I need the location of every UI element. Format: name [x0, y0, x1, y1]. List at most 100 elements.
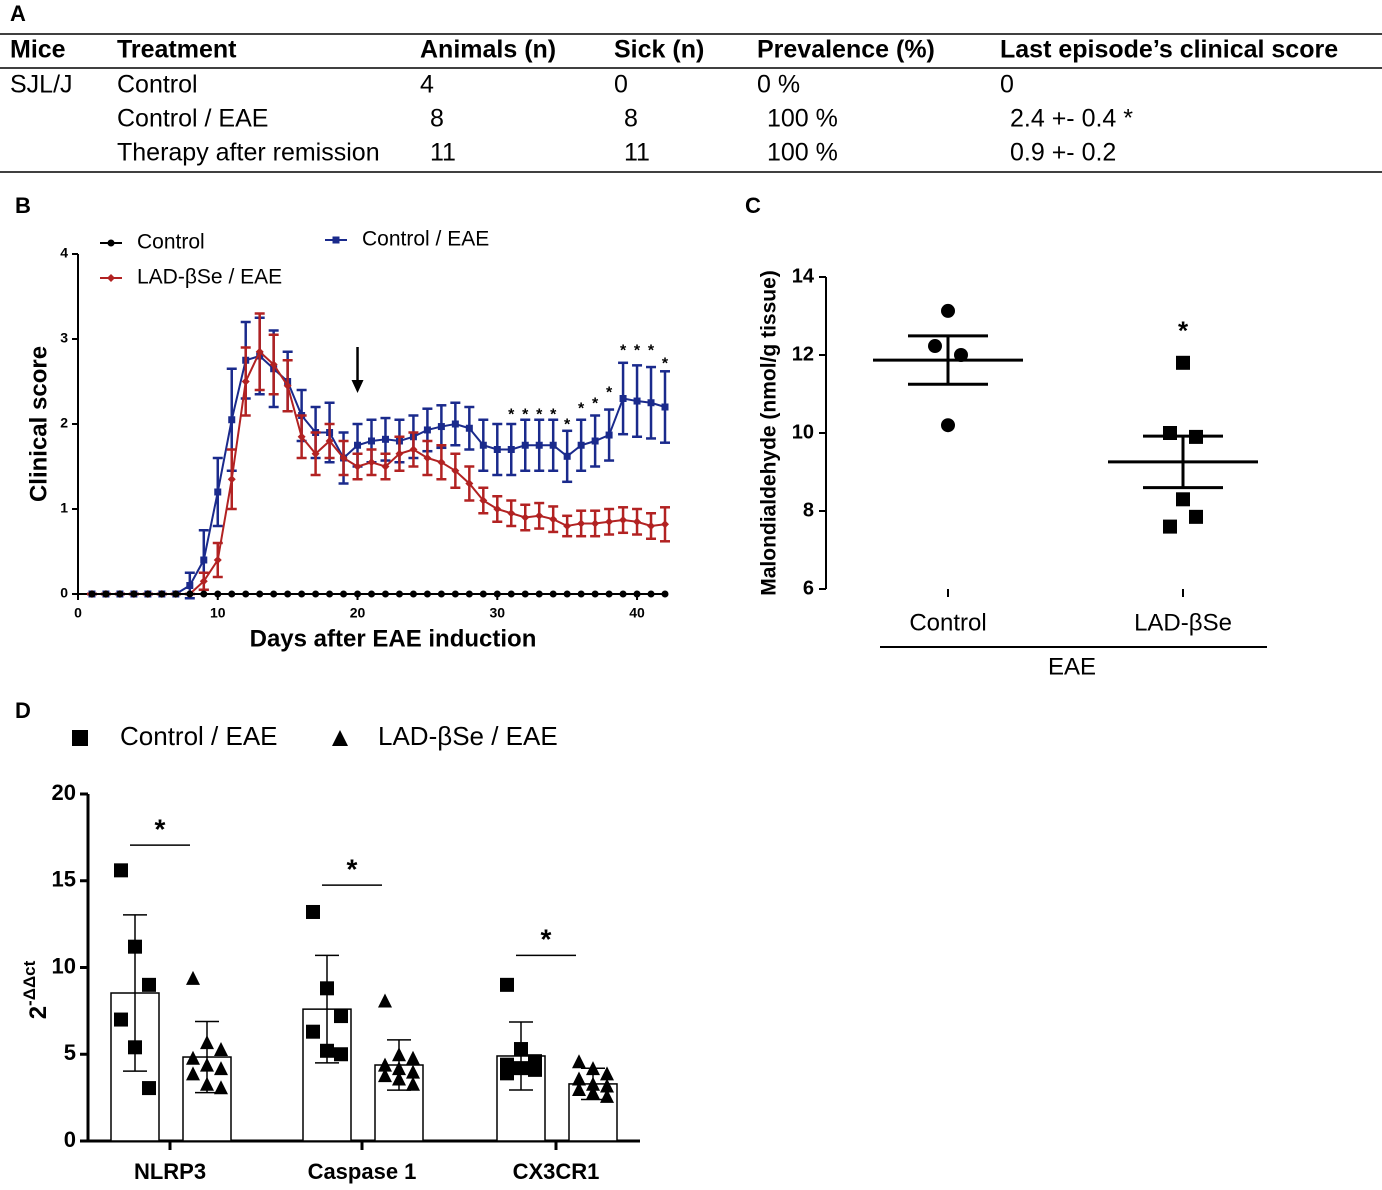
marker [214, 1061, 228, 1076]
significance-label: * [541, 924, 552, 955]
x-tick-label: 40 [629, 605, 645, 621]
x-tick-label: 0 [74, 605, 82, 621]
y-axis-title: Malondialdehyde (nmol/g tissue) [758, 270, 781, 596]
marker [535, 441, 543, 449]
marker [114, 1012, 128, 1027]
marker [549, 441, 557, 449]
marker [186, 970, 200, 985]
marker [1163, 519, 1177, 534]
y-tick-label: 10 [52, 953, 76, 978]
marker [200, 1076, 214, 1091]
marker [116, 590, 124, 598]
marker [306, 904, 320, 919]
table-cell: 8 [624, 105, 638, 133]
marker [130, 590, 138, 598]
table-cell: Control [117, 71, 198, 99]
table-header: Treatment [117, 36, 237, 64]
annotation: * [550, 406, 557, 423]
annotation: * [620, 343, 627, 360]
annotation: * [508, 406, 515, 423]
table-cell: 0.9 +- 0.2 [1010, 139, 1116, 167]
marker [493, 590, 501, 598]
marker [325, 437, 334, 445]
marker [72, 730, 88, 746]
marker [142, 977, 156, 992]
marker [605, 431, 613, 439]
annotation: * [522, 406, 529, 423]
y-tick-label: 8 [803, 499, 814, 521]
marker [114, 863, 128, 878]
marker [423, 426, 431, 434]
y-tick-label: 1 [60, 500, 68, 516]
marker [591, 437, 599, 445]
marker [283, 381, 292, 390]
marker [200, 556, 208, 564]
marker [320, 1043, 334, 1058]
marker [200, 590, 208, 598]
marker [1176, 355, 1190, 370]
table-cell: 100 % [767, 105, 838, 133]
marker [326, 590, 334, 598]
marker [158, 590, 166, 598]
marker [1163, 426, 1177, 440]
marker [242, 590, 250, 598]
table-cell: 0 % [757, 71, 800, 99]
group-label: EAE [1048, 653, 1096, 680]
marker [479, 590, 487, 598]
marker [378, 1068, 392, 1083]
panel-label: D [15, 698, 31, 723]
y-tick-label: 0 [60, 585, 68, 601]
marker [577, 519, 586, 528]
marker [311, 449, 320, 458]
annotation: * [648, 343, 655, 360]
marker [633, 517, 642, 526]
significance-label: * [347, 853, 358, 884]
marker [213, 556, 222, 564]
marker [1189, 509, 1203, 524]
marker [128, 939, 142, 954]
marker [367, 458, 376, 467]
annotation: * [592, 395, 599, 412]
marker [200, 1057, 214, 1072]
marker [572, 1054, 586, 1069]
marker [312, 590, 320, 598]
series-line [91, 354, 666, 595]
marker [409, 590, 417, 598]
marker [605, 590, 613, 598]
table-cell: 2.4 +- 0.4 * [1010, 105, 1133, 133]
legend-label: LAD-βSe / EAE [378, 721, 558, 751]
x-tick-label: 20 [350, 605, 366, 621]
table-cell: 11 [624, 139, 650, 167]
y-tick-label: 20 [52, 780, 76, 805]
marker [144, 590, 152, 598]
marker [1176, 492, 1190, 507]
marker [199, 577, 208, 586]
marker [586, 1061, 600, 1076]
marker [954, 348, 968, 362]
marker [381, 462, 390, 471]
marker [586, 1076, 600, 1091]
marker [228, 416, 236, 424]
marker [647, 399, 655, 407]
marker [214, 590, 222, 598]
significance-label: * [155, 814, 166, 845]
marker [521, 513, 530, 522]
y-tick-label: 2 [60, 415, 68, 431]
x-tick-label: Control [909, 609, 986, 636]
marker [256, 590, 264, 598]
marker [577, 441, 585, 449]
marker [354, 590, 362, 598]
y-axis-title-sup: -ΔΔct [20, 960, 39, 1006]
marker [214, 1042, 228, 1057]
marker [528, 1062, 542, 1077]
marker [451, 466, 460, 475]
marker [500, 977, 514, 992]
marker [228, 590, 236, 598]
marker [255, 347, 264, 356]
marker [507, 509, 516, 518]
y-axis-title-base: 2 [25, 1006, 52, 1019]
legend-label: LAD-βSe / EAE [137, 266, 282, 289]
marker [661, 403, 669, 411]
y-tick-label: 3 [60, 330, 68, 346]
